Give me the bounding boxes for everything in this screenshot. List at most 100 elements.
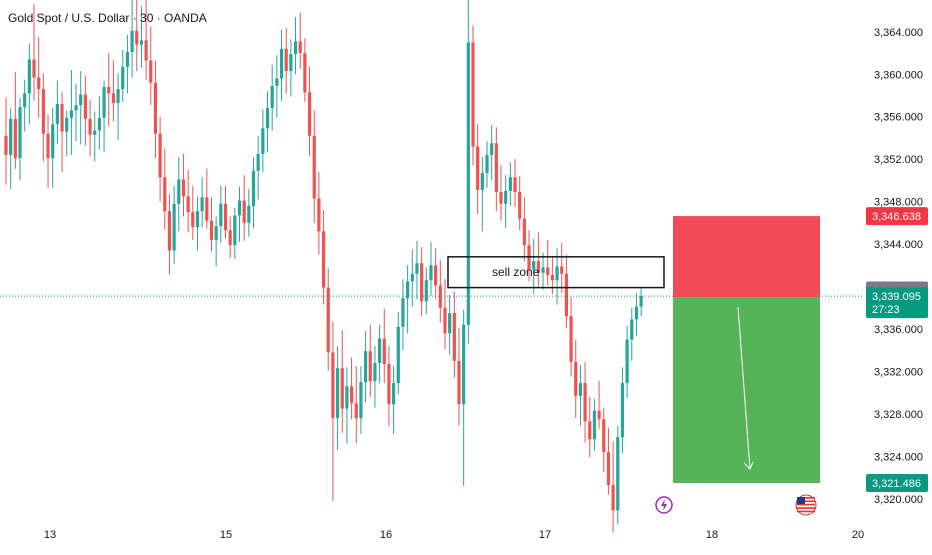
y-tick-label: 3,344.000 [874,239,923,251]
candle-body [51,124,55,159]
candle-body [149,60,153,83]
candle-body [326,287,330,353]
candle-body [340,368,344,409]
candle-body [378,338,382,363]
candle-body [13,118,17,159]
candle-body [214,226,218,240]
candle-body [270,85,274,109]
candle-body [513,177,517,193]
candle-body [578,383,583,396]
current-price-badge-bg [866,287,928,319]
candle-body [424,280,428,302]
candle-body [522,218,526,246]
candle-body [111,93,116,103]
candle-body [616,437,620,511]
y-tick-label: 3,328.000 [874,409,923,421]
candle-body [279,48,284,79]
y-tick-label: 3,360.000 [874,69,923,81]
candle-body [4,135,8,155]
candle-body [574,361,578,396]
candle-body [27,59,31,94]
y-tick-label: 3,336.000 [874,324,923,336]
candle-body [564,273,568,317]
candle-body [536,261,540,273]
current-price-badge: 3,339.095 [872,291,921,303]
candle-body [177,179,181,204]
candle-body [37,77,41,90]
lightning-icon [655,496,673,514]
candle-body [532,261,536,270]
candle-body [349,386,354,404]
candle-body [611,484,615,511]
candle-body [125,52,130,67]
candle-body [237,200,242,216]
x-tick-label: 17 [539,529,551,541]
candle-body [144,40,148,61]
y-tick-label: 3,356.000 [874,112,923,124]
candle-body [41,89,45,134]
y-tick-label: 3,348.000 [874,197,923,209]
candle-body [55,104,59,125]
candle-body [476,146,480,190]
candle-body [415,263,419,274]
candle-body [392,383,396,405]
candle-body [406,281,410,299]
candle-body [121,66,125,90]
candle-body [541,267,545,273]
candle-body [373,362,377,381]
candle-body [457,360,461,405]
candle-body [368,351,372,381]
candle-body [335,368,340,419]
candle-body [462,324,466,405]
candle-body [256,153,260,171]
candle-body [60,104,64,132]
candle-body [18,107,22,159]
us-flag-stripe [797,497,815,499]
candle-body [265,108,270,129]
candle-body [569,316,573,362]
candle-body [410,273,414,282]
us-flag-stripe [797,503,815,506]
candle-body [494,143,498,193]
candle-body [247,205,251,223]
candle-body [396,326,400,384]
sell-zone-label: sell zone [492,265,540,279]
candle-body [130,30,134,52]
y-tick-label: 3,352.000 [874,154,923,166]
candle-body [317,198,321,232]
candle-body [191,212,195,228]
x-tick-label: 15 [220,529,232,541]
projection-arrow-head [743,461,754,470]
candle-body [9,118,13,155]
candle-body [429,265,433,281]
candle-body [555,266,559,281]
candle-body [275,78,279,86]
candle-body [153,82,158,134]
candle-body [289,54,293,72]
stop-price-badge-bg [866,207,928,226]
candle-body [485,154,489,173]
candle-body [307,92,312,136]
axis-layer: 3,364.000 3,360.000 3,356.000 3,352.000 3,34… [44,27,928,541]
candle-body [592,410,597,440]
target-price-badge: 3,321.486 [872,478,921,490]
us-flag-stripe [797,507,815,509]
candle-body [518,192,522,219]
us-flag-icon [795,494,817,516]
zones-layer: sell zone [0,216,862,484]
candle-body [135,30,139,45]
candle-body [261,128,265,154]
candle-body [471,42,475,147]
candle-body [69,110,73,118]
stop-price-badge: 3,346.638 [872,211,921,223]
candle-body [583,383,587,422]
candle-body [242,200,246,223]
candle-body [438,285,442,308]
candle-body [504,191,508,204]
candle-body [74,105,78,111]
x-tick-label: 20 [852,529,864,541]
candle-body [303,53,307,93]
candle-body [387,364,391,405]
candle-body [97,117,101,131]
